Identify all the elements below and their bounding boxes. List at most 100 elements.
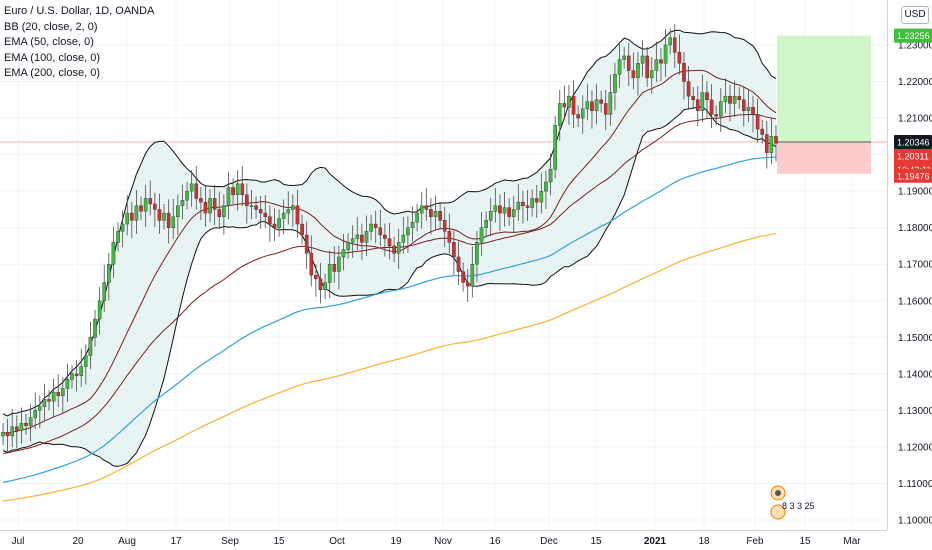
candle-down [300,223,304,236]
candle-down [378,227,383,236]
stop-price-tag-bg [894,168,932,183]
candle-down [695,99,700,111]
candle-down [258,209,263,214]
candle-down [714,114,718,117]
candle-down [465,282,470,287]
candle-down [447,231,452,243]
time-tick-label: Dec [540,536,558,547]
candle-down [332,264,337,272]
candle-up [208,198,212,214]
candle-down [392,245,396,254]
candle-down [562,103,567,108]
stop-zone [777,141,871,174]
candle-up [553,125,557,170]
candle-up [401,234,406,243]
candle-up [613,74,617,93]
target-price-tag: 1.23256 [897,31,930,41]
candle-down [15,426,19,431]
candle-up [594,99,599,111]
candle-down [318,278,323,291]
time-tick-label: 15 [799,536,811,547]
legend-ema100[interactable]: EMA (100, close, 0) [4,51,100,64]
candle-down [571,95,576,115]
candle-down [728,95,732,104]
candle-down [231,187,235,196]
currency-button[interactable]: USD [901,6,929,24]
candle-up [61,388,65,396]
candle-up [548,169,553,183]
candle-down [603,103,608,115]
candle-down [240,183,245,196]
legend-ema200[interactable]: EMA (200, close, 0) [4,67,100,79]
candle-down [245,194,249,206]
symbol-title[interactable]: Euro / U.S. Dollar, 1D, OANDA [4,5,155,17]
candle-up [355,234,360,239]
candle-down [576,114,580,119]
candle-up [116,231,120,243]
candle-down [705,92,709,101]
candle-up [617,59,622,75]
candle-up [222,205,226,217]
candle-up [327,264,332,283]
candle-up [585,101,590,110]
candle-down [456,256,461,272]
candle-up [475,242,479,265]
candle-up [433,211,438,217]
candle-up [419,205,424,214]
candle-up [189,183,194,192]
candle-up [640,55,645,64]
candle-down [626,55,631,71]
candle-down [599,99,603,104]
candle-up [28,417,33,426]
stop-price-tag: 1.19476 [897,171,930,181]
candle-up [134,205,139,221]
candle-down [139,205,143,212]
last-price-tag: 1.20311 [897,151,929,161]
candle-down [272,223,277,228]
price-tick-label: 1.14000 [898,369,932,380]
candle-down [130,212,134,221]
indicator-legend: Euro / U.S. Dollar, 1D, OANDA BB (20, cl… [4,4,154,82]
candle-down [686,81,691,97]
candle-up [406,227,410,236]
candle-up [162,212,166,221]
candle-down [74,373,79,376]
candle-down [709,99,714,115]
candle-up [502,207,507,214]
candle-up [567,95,571,108]
price-tick-label: 1.23000 [898,41,932,52]
candle-up [663,44,668,64]
candle-up [143,198,148,212]
candle-up [488,211,493,221]
candle-up [235,183,240,196]
candle-up [97,300,102,320]
candle-up [484,220,488,228]
flag-icon [770,504,786,520]
candle-down [268,216,272,225]
candle-down [309,253,314,276]
candle-up [107,264,111,283]
candle-up [79,366,84,376]
price-tick-label: 1.15000 [898,333,932,344]
candle-down [507,207,511,217]
candle-up [769,136,774,153]
time-tick-label: 17 [170,536,182,547]
candle-up [84,355,88,367]
time-tick-label: 2021 [644,536,667,547]
candle-up [51,391,56,402]
candle-up [19,422,24,431]
candle-up [33,410,38,418]
candle-down [461,271,465,283]
candle-up [654,59,659,71]
candle-down [24,422,28,426]
candle-down [263,212,268,217]
candle-down [442,220,447,232]
candle-down [525,205,530,208]
legend-bb[interactable]: BB (20, close, 2, 0) [4,20,98,33]
candle-down [691,95,695,101]
candle-up [539,190,544,203]
legend-ema50[interactable]: EMA (50, close, 0) [4,36,94,48]
candle-down [672,37,677,53]
